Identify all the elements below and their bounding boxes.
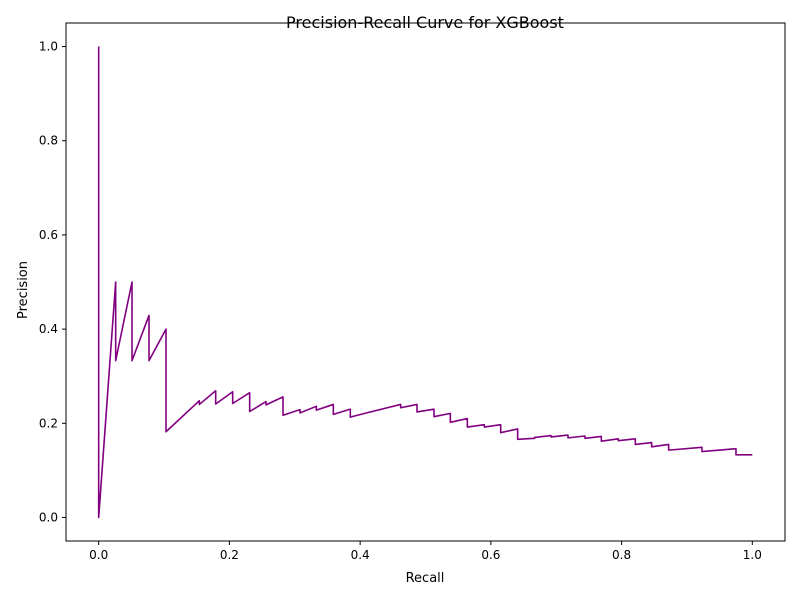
y-tick-label: 0.8 <box>39 134 58 148</box>
x-tick-label: 0.8 <box>612 548 631 562</box>
x-tick-label: 1.0 <box>743 548 762 562</box>
series-layer <box>97 46 753 519</box>
x-tick-label: 0.6 <box>481 548 500 562</box>
x-axis-label: Recall <box>406 571 445 586</box>
y-tick-label: 0.6 <box>39 228 58 242</box>
y-tick-label: 1.0 <box>39 40 58 54</box>
x-tick-label: 0.0 <box>89 548 108 562</box>
pr-curve-line <box>97 46 753 519</box>
y-tick-label: 0.2 <box>39 416 58 430</box>
y-tick-label: 0.0 <box>39 510 58 524</box>
y-tick-label: 0.4 <box>39 322 58 336</box>
x-tick-label: 0.2 <box>220 548 239 562</box>
y-axis-label: Precision <box>16 261 31 319</box>
y-axis-ticks: 0.0 0.2 0.4 0.6 0.8 1.0 <box>39 40 66 524</box>
x-axis-ticks: 0.0 0.2 0.4 0.6 0.8 1.0 <box>89 541 762 562</box>
plot-area <box>65 22 786 542</box>
x-tick-label: 0.4 <box>351 548 370 562</box>
